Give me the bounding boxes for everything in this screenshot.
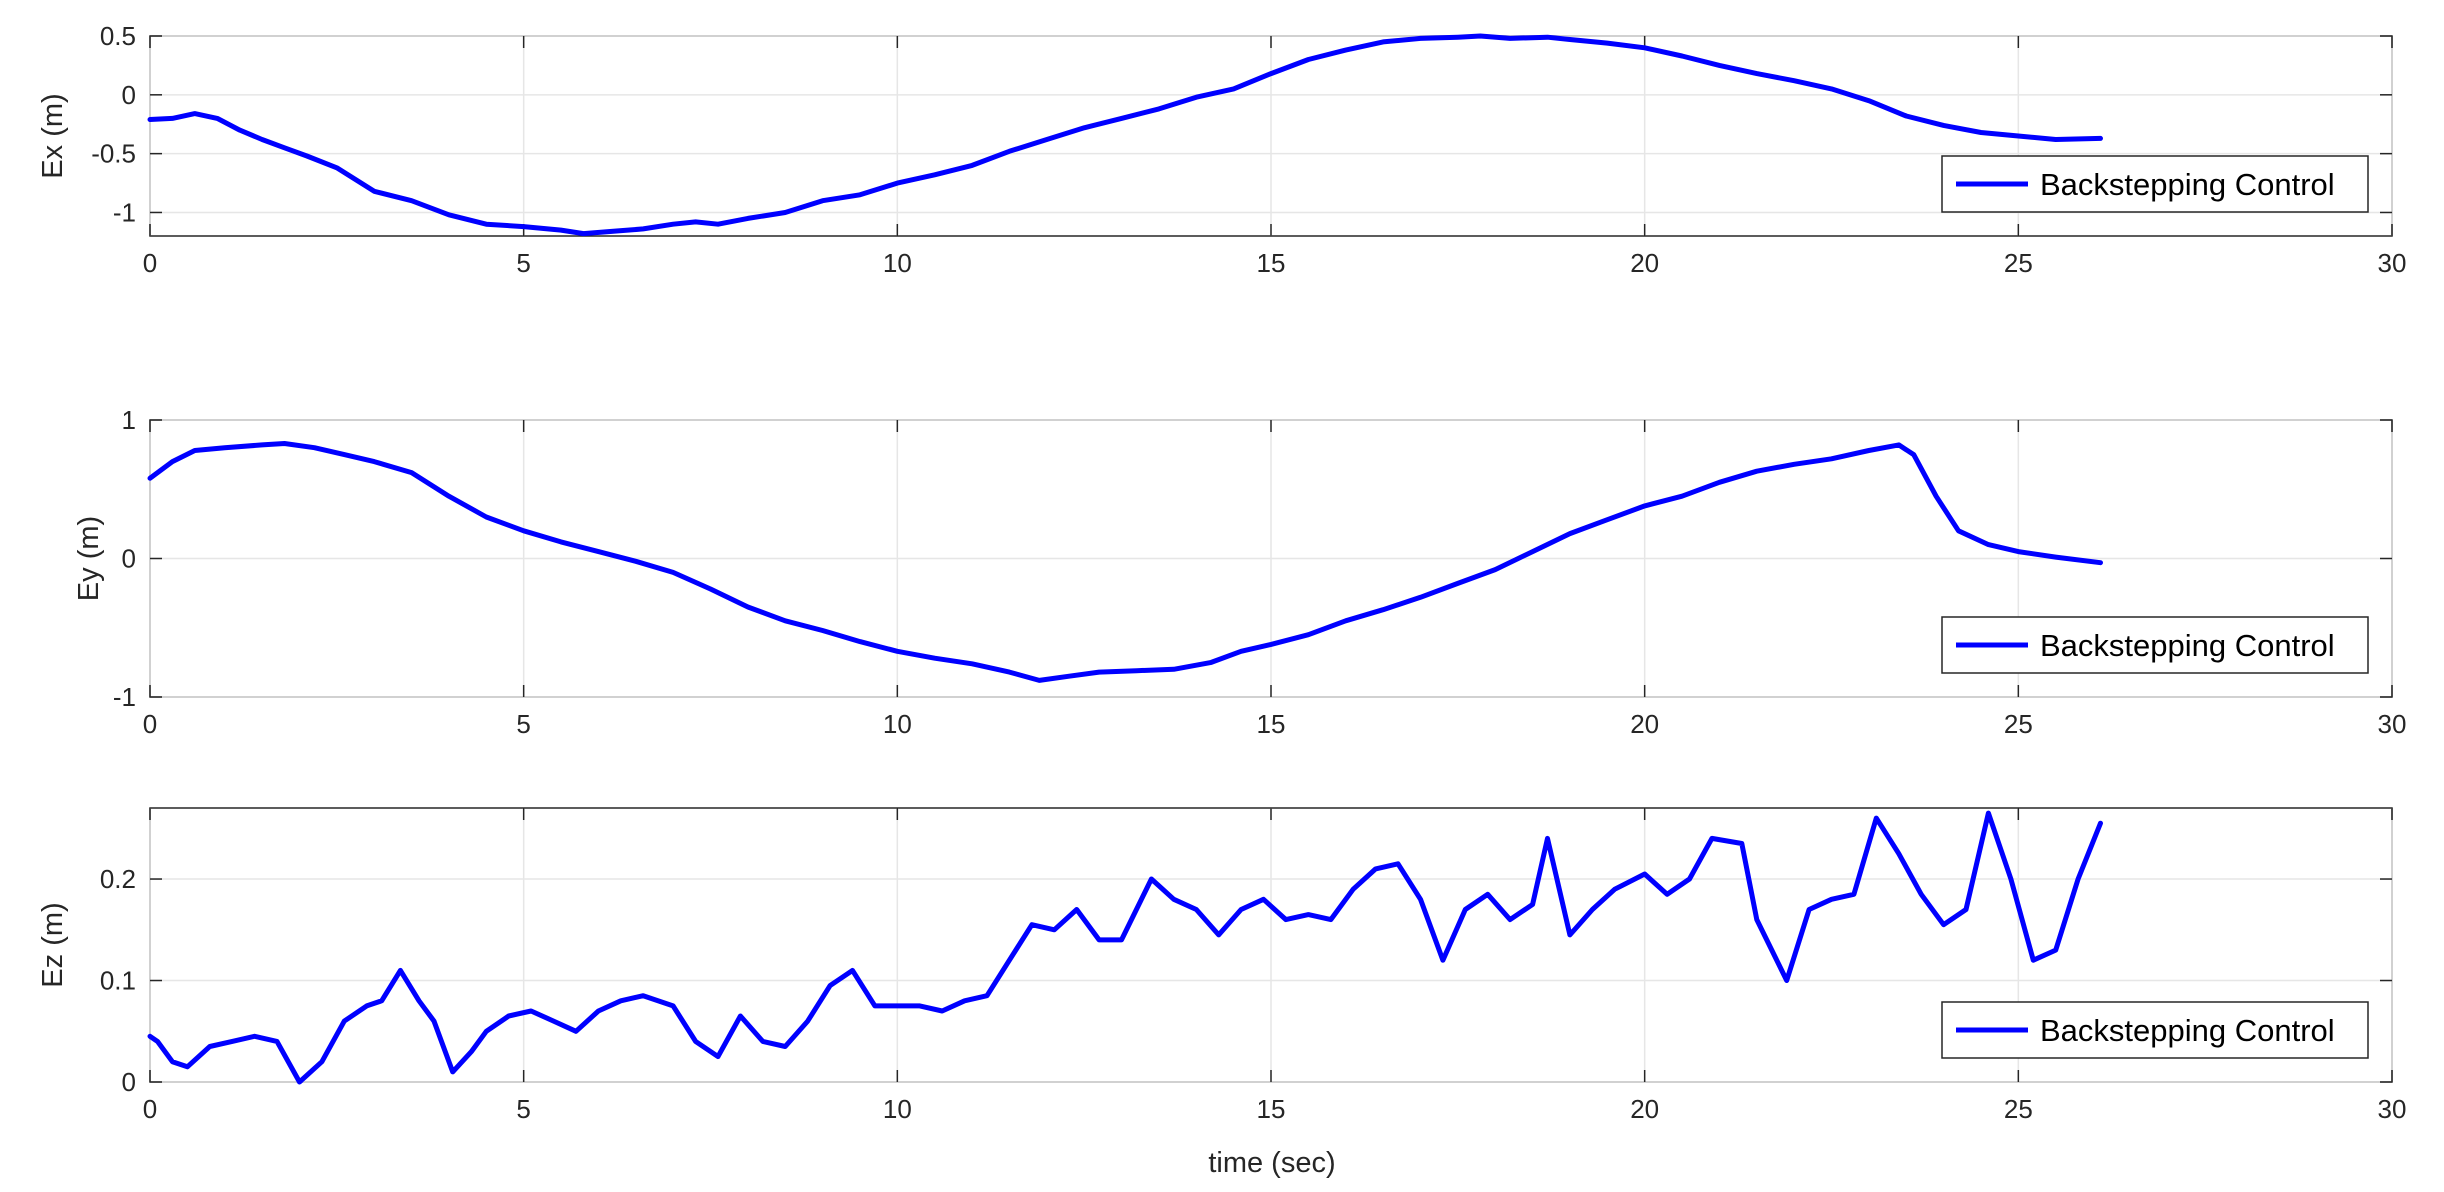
y-tick-label: 0 [122,544,136,574]
y-axis-label: Ey (m) [73,516,105,601]
y-tick-label: 1 [122,405,136,435]
x-tick-label: 30 [2378,1094,2407,1124]
x-tick-label: 5 [516,1094,530,1124]
y-tick-label: 0 [122,80,136,110]
y-tick-label: -1 [113,682,136,712]
x-tick-label: 20 [1630,709,1659,739]
y-tick-label: 0 [122,1067,136,1097]
subplot-3: 0 5 10 15 20 25 30 0 0.1 0.2 Ez (m) Backstepping Co… [37,807,2407,1124]
x-tick-label: 10 [883,1094,912,1124]
subplot-1: 0 5 10 15 20 25 30 -1 -0.5 0 0.5 Ex (m) Backstepping… [37,21,2406,278]
x-tick-label: 30 [2378,709,2407,739]
y-tick-label: -1 [113,197,136,227]
x-tick-label: 5 [516,709,530,739]
legend: Backstepping Control [1941,155,2369,213]
x-tick-label: 15 [1257,248,1286,278]
y-axis-label: Ex (m) [37,93,69,178]
x-tick-label: 25 [2004,248,2033,278]
x-tick-label: 10 [883,709,912,739]
x-tick-label: 10 [883,248,912,278]
x-tick-label: 0 [143,709,157,739]
x-axis-label: time (sec) [1208,1147,1335,1179]
y-tick-label: -0.5 [91,139,136,169]
legend: Backstepping Control [1941,616,2369,674]
x-tick-label: 30 [2378,248,2407,278]
subplots: 0 5 10 15 20 25 30-1-0.500.5Ex (m)Backstepping… [37,21,2406,1124]
x-tick-label: 0 [143,248,157,278]
y-tick-label: 0.5 [100,21,136,51]
y-tick-label: 0.1 [100,966,136,996]
series-line-backstepping-control [147,810,2103,1085]
x-tick-label: 15 [1257,709,1286,739]
x-tick-label: 0 [143,1094,157,1124]
legend-label: Backstepping Control [2040,167,2335,202]
x-tick-label: 20 [1630,1094,1659,1124]
x-tick-label: 20 [1630,248,1659,278]
y-tick-label: 0.2 [100,864,136,894]
y-axis-label: Ez (m) [37,902,69,987]
x-tick-label: 5 [516,248,530,278]
x-tick-label: 25 [2004,1094,2033,1124]
legend-label: Backstepping Control [2040,1013,2335,1048]
series-line-backstepping-control [147,33,2103,237]
legend: Backstepping Control [1941,1001,2369,1059]
x-tick-label: 15 [1257,1094,1286,1124]
legend-label: Backstepping Control [2040,628,2335,663]
series-line-backstepping-control [147,441,2103,683]
x-tick-label: 25 [2004,709,2033,739]
